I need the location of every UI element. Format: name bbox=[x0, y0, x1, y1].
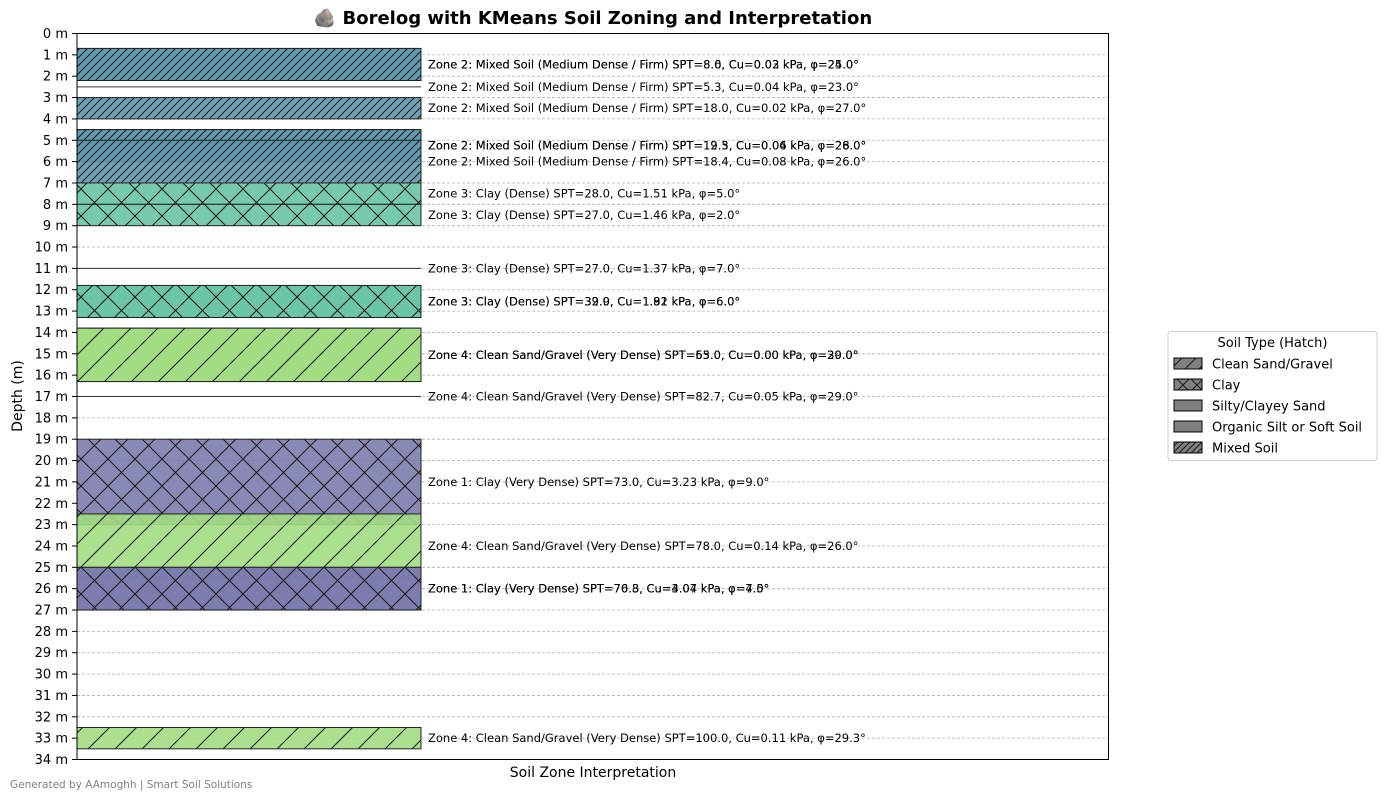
soil-layer-hatch bbox=[77, 140, 421, 183]
y-tick-label: 16 m bbox=[35, 369, 68, 384]
legend-label: Mixed Soil bbox=[1212, 442, 1278, 457]
legend-swatch-outline bbox=[1173, 420, 1203, 433]
y-tick-label: 1 m bbox=[43, 48, 68, 63]
legend-swatch-hatch bbox=[1174, 442, 1202, 453]
layer-annotation: Zone 4: Clean Sand/Gravel (Very Dense) S… bbox=[428, 348, 859, 362]
layer-annotation: Zone 3: Clay (Dense) SPT=27.0, Cu=1.37 k… bbox=[428, 261, 740, 275]
soil-layer-hatch bbox=[77, 204, 421, 226]
y-tick-label: 27 m bbox=[35, 604, 68, 619]
layer-annotation: Zone 2: Mixed Soil (Medium Dense / Firm)… bbox=[428, 80, 859, 94]
legend-swatch-outline bbox=[1173, 441, 1203, 454]
chart-title: 🪨 Borelog with KMeans Soil Zoning and In… bbox=[314, 8, 872, 29]
layer-annotation: Zone 3: Clay (Dense) SPT=32.0, Cu=1.81 k… bbox=[428, 294, 740, 308]
legend-swatch-hatch bbox=[1174, 379, 1202, 390]
y-tick-label: 8 m bbox=[43, 198, 68, 213]
y-tick-label: 25 m bbox=[35, 561, 68, 576]
y-axis-ticks: 0 m 1 m 2 m 3 m 4 m 5 m 6 m 7 m 8 m 9 m 10 m 11 m 12… bbox=[35, 27, 77, 768]
y-tick-label: 19 m bbox=[35, 433, 68, 448]
layer-annotation: Zone 3: Clay (Dense) SPT=28.0, Cu=1.51 k… bbox=[428, 187, 740, 201]
soil-layer-hatch bbox=[77, 48, 421, 81]
y-tick-label: 21 m bbox=[35, 475, 68, 490]
soil-layer-hatch bbox=[77, 439, 421, 525]
soil-layer-hatch bbox=[77, 727, 421, 749]
layer-annotation: Zone 2: Mixed Soil (Medium Dense / Firm)… bbox=[428, 139, 866, 153]
layer-annotation: Zone 2: Mixed Soil (Medium Dense / Firm)… bbox=[428, 57, 859, 71]
y-tick-label: 20 m bbox=[35, 454, 68, 469]
y-tick-label: 34 m bbox=[35, 753, 68, 768]
y-tick-label: 23 m bbox=[35, 518, 68, 533]
legend-swatch bbox=[1174, 421, 1202, 432]
y-tick-label: 15 m bbox=[35, 347, 68, 362]
y-tick-label: 7 m bbox=[43, 176, 68, 191]
legend-swatch bbox=[1174, 400, 1202, 411]
soil-layer-hatch bbox=[77, 182, 421, 205]
legend-title: Soil Type (Hatch) bbox=[1218, 336, 1328, 351]
footer-credit: Generated by AAmoghh | Smart Soil Soluti… bbox=[10, 779, 252, 791]
y-tick-label: 22 m bbox=[35, 497, 68, 512]
legend-swatch-hatch bbox=[1174, 358, 1202, 369]
layer-annotation: Zone 2: Mixed Soil (Medium Dense / Firm)… bbox=[428, 155, 866, 169]
layer-annotations: Zone 2: Mixed Soil (Medium Dense / Firm)… bbox=[428, 57, 866, 745]
y-tick-label: 6 m bbox=[43, 155, 68, 170]
y-tick-label: 28 m bbox=[35, 625, 68, 640]
y-tick-label: 30 m bbox=[35, 668, 68, 683]
y-tick-label: 12 m bbox=[35, 283, 68, 298]
y-tick-label: 29 m bbox=[35, 646, 68, 661]
y-tick-label: 5 m bbox=[43, 134, 68, 149]
y-tick-label: 24 m bbox=[35, 539, 68, 554]
layer-annotation: Zone 1: Clay (Very Dense) SPT=70.3, Cu=4… bbox=[428, 582, 769, 596]
y-tick-label: 14 m bbox=[35, 326, 68, 341]
legend-label: Clean Sand/Gravel bbox=[1212, 358, 1333, 373]
legend-swatch-outline bbox=[1173, 378, 1203, 391]
layer-annotation: Zone 2: Mixed Soil (Medium Dense / Firm)… bbox=[428, 101, 866, 115]
y-tick-label: 17 m bbox=[35, 390, 68, 405]
layer-annotation: Zone 4: Clean Sand/Gravel (Very Dense) S… bbox=[428, 348, 859, 362]
layer-annotation: Zone 2: Mixed Soil (Medium Dense / Firm)… bbox=[428, 57, 859, 71]
legend: Soil Type (Hatch) Clean Sand/Gravel Clay S… bbox=[1167, 331, 1378, 461]
legend-swatch-outline bbox=[1173, 357, 1203, 370]
soil-layer-hatch bbox=[77, 285, 421, 318]
legend-box bbox=[1167, 331, 1378, 461]
legend-entries: Clean Sand/Gravel Clay Silty/Clayey Sand Or… bbox=[1173, 357, 1362, 457]
layer-annotation: Zone 4: Clean Sand/Gravel (Very Dense) S… bbox=[428, 539, 859, 553]
y-tick-label: 31 m bbox=[35, 689, 68, 704]
y-tick-label: 26 m bbox=[35, 582, 68, 597]
layer-annotation: Zone 3: Clay (Dense) SPT=39.9, Cu=1.92 k… bbox=[428, 294, 740, 308]
layer-annotation: Zone 1: Clay (Very Dense) SPT=76.8, Cu=3… bbox=[428, 582, 769, 596]
y-tick-label: 32 m bbox=[35, 710, 68, 725]
y-tick-label: 3 m bbox=[43, 91, 68, 106]
y-tick-label: 0 m bbox=[43, 27, 68, 42]
y-tick-label: 4 m bbox=[43, 112, 68, 127]
y-axis-label: Depth (m) bbox=[10, 360, 26, 432]
layer-annotation: Zone 4: Clean Sand/Gravel (Very Dense) S… bbox=[428, 390, 859, 404]
y-tick-label: 9 m bbox=[43, 219, 68, 234]
legend-label: Organic Silt or Soft Soil bbox=[1212, 421, 1362, 436]
layer-annotation: Zone 2: Mixed Soil (Medium Dense / Firm)… bbox=[428, 139, 866, 153]
y-tick-label: 13 m bbox=[35, 305, 68, 320]
soil-layers bbox=[76, 47, 422, 750]
x-axis-label: Soil Zone Interpretation bbox=[510, 765, 676, 781]
layer-annotation: Zone 1: Clay (Very Dense) SPT=73.0, Cu=3… bbox=[428, 475, 769, 489]
layer-annotation: Zone 4: Clean Sand/Gravel (Very Dense) S… bbox=[428, 731, 866, 745]
y-tick-label: 10 m bbox=[35, 241, 68, 256]
y-tick-label: 2 m bbox=[43, 70, 68, 85]
legend-label: Clay bbox=[1212, 379, 1241, 394]
legend-swatch-outline bbox=[1173, 399, 1203, 412]
y-tick-label: 33 m bbox=[35, 732, 68, 747]
soil-layer-hatch bbox=[77, 328, 421, 382]
y-tick-label: 11 m bbox=[35, 262, 68, 277]
soil-layer-hatch bbox=[77, 567, 421, 611]
soil-layer-hatch bbox=[77, 97, 421, 119]
y-tick-label: 18 m bbox=[35, 411, 68, 426]
legend-label: Silty/Clayey Sand bbox=[1212, 400, 1326, 415]
layer-annotation: Zone 3: Clay (Dense) SPT=27.0, Cu=1.46 k… bbox=[428, 208, 740, 222]
